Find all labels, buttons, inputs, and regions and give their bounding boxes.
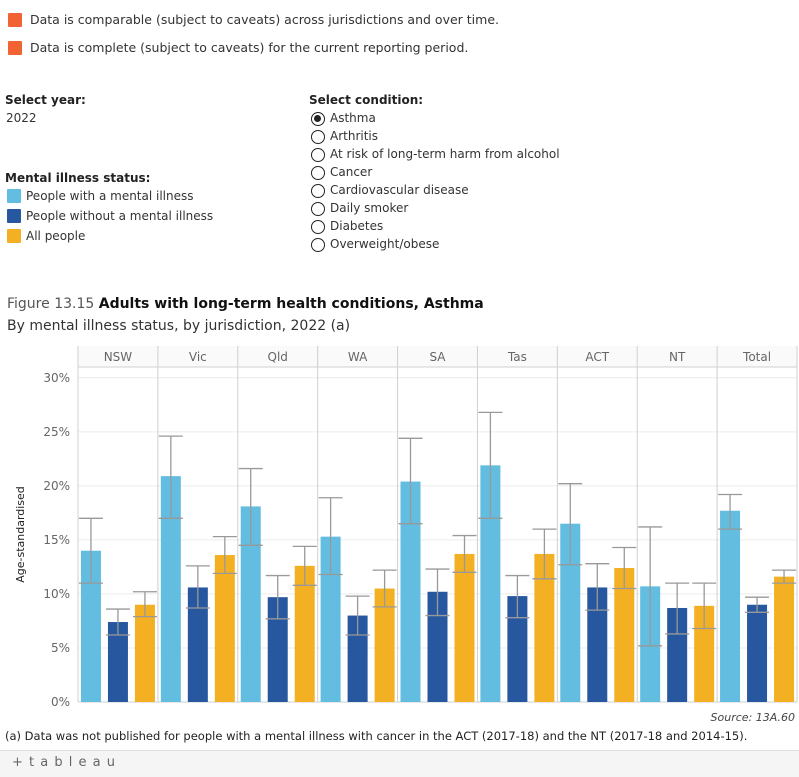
category-label: NSW <box>104 350 133 364</box>
footnote: (a) Data was not published for people wi… <box>5 729 748 743</box>
bar <box>614 568 635 702</box>
year-filter-value[interactable]: 2022 <box>6 111 37 125</box>
bar <box>507 596 528 702</box>
bar <box>747 604 768 702</box>
bar <box>320 536 341 702</box>
year-filter-label: Select year: <box>5 93 86 107</box>
bar <box>667 607 688 702</box>
option-cancer[interactable]: Cancer <box>330 165 373 179</box>
bar <box>80 550 101 702</box>
bar <box>107 622 128 702</box>
source-note: Source: 13A.60 <box>710 711 795 724</box>
radio-diabetes[interactable] <box>311 220 325 234</box>
y-tick-label: 25% <box>43 425 70 439</box>
y-tick-label: 0% <box>51 695 70 709</box>
option-asthma[interactable]: Asthma <box>330 111 376 125</box>
legend-swatch-without[interactable] <box>7 209 21 223</box>
bar <box>774 576 795 702</box>
radio-cardiovascular[interactable] <box>311 184 325 198</box>
figure-subtitle: By mental illness status, by jurisdictio… <box>7 318 351 334</box>
y-tick-label: 15% <box>43 533 70 547</box>
category-label: ACT <box>585 350 609 364</box>
bar-chart: 0% 5% 10% 15% 20% 25% 30% Age-standardised NSW Vi… <box>14 346 798 709</box>
comparable-note-swatch <box>8 13 22 27</box>
y-tick-label: 10% <box>43 587 70 601</box>
bar <box>214 555 235 702</box>
legend-label-all[interactable]: All people <box>26 229 86 243</box>
bar <box>294 565 315 702</box>
bar <box>347 615 368 702</box>
radio-alcohol[interactable] <box>311 148 325 162</box>
radio-arthritis[interactable] <box>311 130 325 144</box>
radio-asthma[interactable] <box>311 112 325 126</box>
category-label: NT <box>669 350 686 364</box>
figure-title-text: Adults with long-term health conditions,… <box>98 296 484 312</box>
bar <box>187 587 208 702</box>
option-diabetes[interactable]: Diabetes <box>330 219 384 233</box>
bar <box>720 510 741 702</box>
y-tick-label: 5% <box>51 641 70 655</box>
bar <box>134 604 155 702</box>
bar <box>694 605 715 702</box>
bar <box>400 481 421 702</box>
figure-number: Figure 13.15 <box>7 296 95 312</box>
category-label: Qld <box>268 350 288 364</box>
bar <box>160 476 181 702</box>
bar <box>534 553 555 702</box>
radio-overweight[interactable] <box>311 238 325 252</box>
option-arthritis[interactable]: Arthritis <box>330 129 379 143</box>
legend-swatch-all[interactable] <box>7 229 21 243</box>
bar <box>454 553 475 702</box>
category-label: Total <box>742 350 771 364</box>
bar <box>267 597 288 702</box>
option-overweight[interactable]: Overweight/obese <box>330 237 440 251</box>
category-label: Vic <box>189 350 207 364</box>
tableau-footer: + t a b l e a u <box>0 750 799 777</box>
option-cardiovascular[interactable]: Cardiovascular disease <box>330 183 469 197</box>
option-smoker[interactable]: Daily smoker <box>330 201 409 215</box>
bar <box>587 587 608 702</box>
category-label: SA <box>429 350 446 364</box>
column-header-band <box>78 346 797 367</box>
radio-smoker[interactable] <box>311 202 325 216</box>
bar <box>427 591 448 702</box>
legend-swatch-with[interactable] <box>7 189 21 203</box>
status-legend-title: Mental illness status: <box>5 171 151 185</box>
tableau-logo[interactable]: + t a b l e a u <box>12 755 116 770</box>
bar <box>374 588 395 702</box>
figure-title: Figure 13.15 Adults with long-term healt… <box>7 296 484 312</box>
legend-label-with[interactable]: People with a mental illness <box>26 189 194 203</box>
bar <box>240 506 261 702</box>
complete-note-swatch <box>8 41 22 55</box>
category-label: Tas <box>507 350 527 364</box>
bar <box>480 465 501 702</box>
category-label: WA <box>348 350 368 364</box>
bar <box>560 523 581 702</box>
option-alcohol[interactable]: At risk of long-term harm from alcohol <box>330 147 560 161</box>
comparable-note: Data is comparable (subject to caveats) … <box>30 12 499 27</box>
y-axis-title: Age-standardised <box>14 486 27 583</box>
legend-label-without[interactable]: People without a mental illness <box>26 209 214 223</box>
condition-filter-label: Select condition: <box>309 93 424 107</box>
radio-cancer[interactable] <box>311 166 325 180</box>
y-tick-label: 30% <box>43 371 70 385</box>
y-tick-label: 20% <box>43 479 70 493</box>
complete-note: Data is complete (subject to caveats) fo… <box>30 40 469 55</box>
